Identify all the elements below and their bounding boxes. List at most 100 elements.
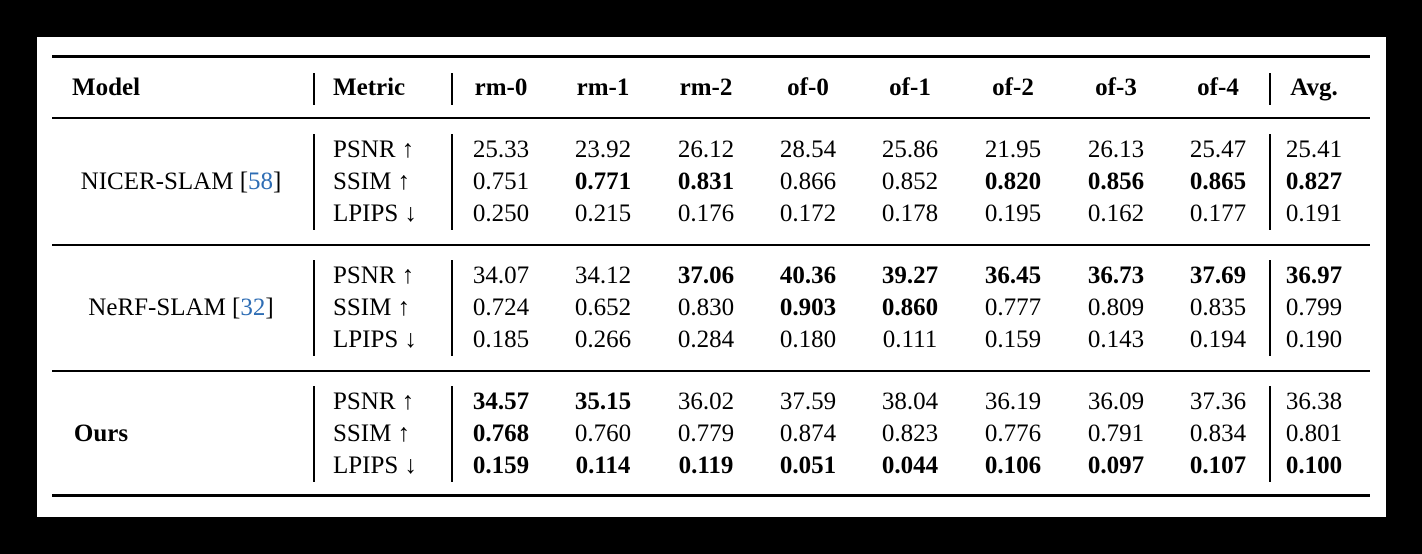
value-cell: 25.86 <box>881 136 939 163</box>
value-cell: 0.195 <box>984 200 1042 227</box>
value-cell: 0.266 <box>574 326 632 353</box>
metric-label: SSIM ↑ <box>333 420 411 447</box>
group-rule <box>52 244 1370 246</box>
value-cell: 26.13 <box>1087 136 1145 163</box>
column-divider <box>313 260 315 356</box>
value-cell: 0.779 <box>677 420 735 447</box>
column-divider <box>451 73 453 105</box>
value-cell: 38.04 <box>881 388 939 415</box>
value-cell: 0.768 <box>472 420 530 447</box>
model-text: ] <box>273 168 282 195</box>
model-text: Ours <box>73 420 129 447</box>
value-cell: 0.097 <box>1087 452 1145 479</box>
column-divider <box>313 73 315 105</box>
value-cell: 0.835 <box>1189 294 1247 321</box>
value-cell: 0.751 <box>472 168 530 195</box>
value-cell: 0.760 <box>574 420 632 447</box>
value-cell: 0.823 <box>881 420 939 447</box>
header-cell: of-2 <box>992 74 1034 101</box>
header-cell: rm-0 <box>474 74 528 101</box>
header-cell: of-1 <box>889 74 931 101</box>
value-cell: 34.07 <box>472 262 530 289</box>
header-cell: of-4 <box>1197 74 1239 101</box>
value-cell: 0.159 <box>472 452 530 479</box>
column-divider <box>451 260 453 356</box>
value-cell: 0.191 <box>1285 200 1343 227</box>
model-text: NICER-SLAM [ <box>80 168 249 195</box>
value-cell: 0.114 <box>575 452 631 479</box>
value-cell: 36.19 <box>984 388 1042 415</box>
column-divider <box>1269 73 1271 105</box>
top-rule <box>52 55 1370 58</box>
value-cell: 0.874 <box>779 420 837 447</box>
value-cell: 0.777 <box>984 294 1042 321</box>
value-cell: 0.860 <box>881 294 939 321</box>
model-name: NICER-SLAM [58] <box>81 167 282 197</box>
model-name: NeRF-SLAM [32] <box>88 293 273 323</box>
value-cell: 0.865 <box>1189 168 1247 195</box>
value-cell: 0.809 <box>1087 294 1145 321</box>
value-cell: 37.36 <box>1189 388 1247 415</box>
citation[interactable]: 32 <box>240 294 266 321</box>
value-cell: 0.284 <box>677 326 735 353</box>
value-cell: 0.903 <box>779 294 837 321</box>
header-cell: Avg. <box>1290 74 1338 101</box>
metric-label: LPIPS ↓ <box>333 200 418 227</box>
value-cell: 0.172 <box>779 200 837 227</box>
header-cell: rm-2 <box>679 74 733 101</box>
bottom-rule <box>52 494 1370 497</box>
value-cell: 0.176 <box>677 200 735 227</box>
value-cell: 36.09 <box>1087 388 1145 415</box>
value-cell: 21.95 <box>984 136 1042 163</box>
header-cell: Metric <box>333 74 406 101</box>
header-cell: rm-1 <box>576 74 630 101</box>
value-cell: 0.185 <box>472 326 530 353</box>
metric-label: PSNR ↑ <box>333 262 415 289</box>
value-cell: 0.799 <box>1285 294 1343 321</box>
value-cell: 36.97 <box>1285 262 1343 289</box>
column-divider <box>1269 386 1271 482</box>
metric-label: SSIM ↑ <box>333 294 411 321</box>
value-cell: 0.856 <box>1087 168 1145 195</box>
column-divider <box>1269 134 1271 230</box>
value-cell: 0.178 <box>881 200 939 227</box>
value-cell: 39.27 <box>881 262 939 289</box>
metric-label: SSIM ↑ <box>333 168 411 195</box>
value-cell: 0.044 <box>881 452 939 479</box>
value-cell: 25.33 <box>472 136 530 163</box>
column-divider <box>1269 260 1271 356</box>
column-divider <box>451 134 453 230</box>
column-divider <box>313 386 315 482</box>
citation[interactable]: 58 <box>248 168 274 195</box>
metric-label: LPIPS ↓ <box>333 326 418 353</box>
header-rule <box>52 117 1370 119</box>
value-cell: 0.190 <box>1285 326 1343 353</box>
header-cell: Model <box>72 74 141 101</box>
value-cell: 36.73 <box>1087 262 1145 289</box>
value-cell: 0.771 <box>574 168 632 195</box>
column-divider <box>313 134 315 230</box>
value-cell: 35.15 <box>574 388 632 415</box>
value-cell: 0.215 <box>574 200 632 227</box>
value-cell: 36.45 <box>984 262 1042 289</box>
value-cell: 28.54 <box>779 136 837 163</box>
model-name: Ours <box>74 419 128 449</box>
value-cell: 0.834 <box>1189 420 1247 447</box>
value-cell: 26.12 <box>677 136 735 163</box>
value-cell: 37.06 <box>677 262 735 289</box>
header-cell: of-0 <box>787 74 829 101</box>
value-cell: 37.59 <box>779 388 837 415</box>
value-cell: 0.831 <box>677 168 735 195</box>
value-cell: 0.177 <box>1189 200 1247 227</box>
value-cell: 0.724 <box>472 294 530 321</box>
value-cell: 0.100 <box>1285 452 1343 479</box>
model-text: ] <box>265 294 274 321</box>
metric-label: PSNR ↑ <box>333 136 415 163</box>
value-cell: 0.830 <box>677 294 735 321</box>
value-cell: 36.38 <box>1285 388 1343 415</box>
value-cell: 0.194 <box>1189 326 1247 353</box>
value-cell: 0.250 <box>472 200 530 227</box>
value-cell: 0.866 <box>779 168 837 195</box>
header-cell: of-3 <box>1095 74 1137 101</box>
